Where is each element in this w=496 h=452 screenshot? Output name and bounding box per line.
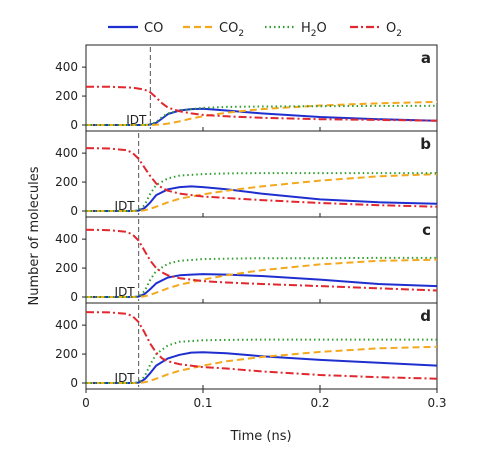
panel-c: 0 200 400 IDT c bbox=[55, 216, 438, 304]
series-O2-a bbox=[86, 85, 438, 122]
y-tick-label-a-0: 0 bbox=[70, 118, 78, 132]
panel-label-b: b bbox=[420, 135, 431, 153]
y-tick-label-b-200: 200 bbox=[55, 175, 78, 189]
series-H2O-c bbox=[86, 256, 437, 298]
legend-label-sub-3: 2 bbox=[311, 29, 317, 39]
series-O2-b bbox=[85, 147, 438, 208]
y-axis-label: Number of molecules bbox=[27, 166, 42, 305]
legend: CO CO2 H2O O2 bbox=[108, 21, 402, 39]
x-tick-label-0.1: 0.1 bbox=[193, 396, 212, 410]
y-tick-label-a-200: 200 bbox=[55, 89, 78, 103]
series-O2-d bbox=[85, 311, 438, 380]
series-CO2-a bbox=[86, 100, 438, 126]
idt-label-d: IDT bbox=[115, 371, 136, 385]
legend-label-4: O2 bbox=[386, 21, 402, 39]
y-tick-label-c-400: 400 bbox=[55, 232, 78, 246]
x-tick-label-0.2: 0.2 bbox=[310, 396, 329, 410]
y-tick-label-d-400: 400 bbox=[55, 318, 78, 332]
legend-item-4: O2 bbox=[350, 21, 402, 39]
legend-label-1: CO bbox=[144, 21, 163, 36]
idt-label-a: IDT bbox=[126, 113, 147, 127]
legend-label-2: CO2 bbox=[219, 21, 244, 39]
y-tick-label-b-400: 400 bbox=[55, 146, 78, 160]
x-axis-label: Time (ns) bbox=[229, 429, 291, 444]
panel-label-d: d bbox=[420, 307, 431, 325]
panel-label-c: c bbox=[422, 221, 431, 239]
series-H2O-b bbox=[86, 172, 437, 212]
y-tick-label-d-0: 0 bbox=[70, 376, 78, 390]
panel-label-a: a bbox=[421, 49, 431, 67]
x-tick-label-0.3: 0.3 bbox=[427, 396, 446, 410]
legend-item-1: CO bbox=[108, 21, 163, 36]
series-CO-a bbox=[86, 107, 438, 126]
y-tick-label-b-0: 0 bbox=[70, 204, 78, 218]
panel-frame-d bbox=[85, 302, 438, 390]
panels: 0 200 400 IDT a 0 200 400 IDT b 0 200 400 IDT c 0 200 400… bbox=[55, 44, 438, 390]
legend-item-3: H2O bbox=[265, 21, 327, 39]
legend-label-suffix-3: O bbox=[317, 21, 327, 36]
legend-label-sub-2: 2 bbox=[238, 29, 244, 39]
y-tick-label-d-200: 200 bbox=[55, 347, 78, 361]
panel-a: 0 200 400 IDT a bbox=[55, 44, 438, 132]
x-tick-label-0: 0 bbox=[82, 396, 90, 410]
idt-label-c: IDT bbox=[115, 285, 136, 299]
y-tick-label-a-400: 400 bbox=[55, 60, 78, 74]
idt-label-b: IDT bbox=[115, 199, 136, 213]
x-axis: 0 0.1 0.2 0.3 bbox=[82, 389, 447, 410]
series-CO2-d bbox=[86, 345, 438, 384]
y-tick-label-c-0: 0 bbox=[70, 290, 78, 304]
series-H2O-d bbox=[86, 338, 437, 384]
y-tick-label-c-200: 200 bbox=[55, 261, 78, 275]
panel-d: 0 200 400 IDT d bbox=[55, 302, 438, 390]
legend-item-2: CO2 bbox=[183, 21, 244, 39]
series-CO2-c bbox=[86, 258, 438, 298]
series-CO2-b bbox=[86, 173, 438, 212]
legend-label-sub-4: 2 bbox=[396, 29, 402, 39]
panel-b: 0 200 400 IDT b bbox=[55, 130, 438, 218]
legend-label-3: H2O bbox=[301, 21, 327, 39]
